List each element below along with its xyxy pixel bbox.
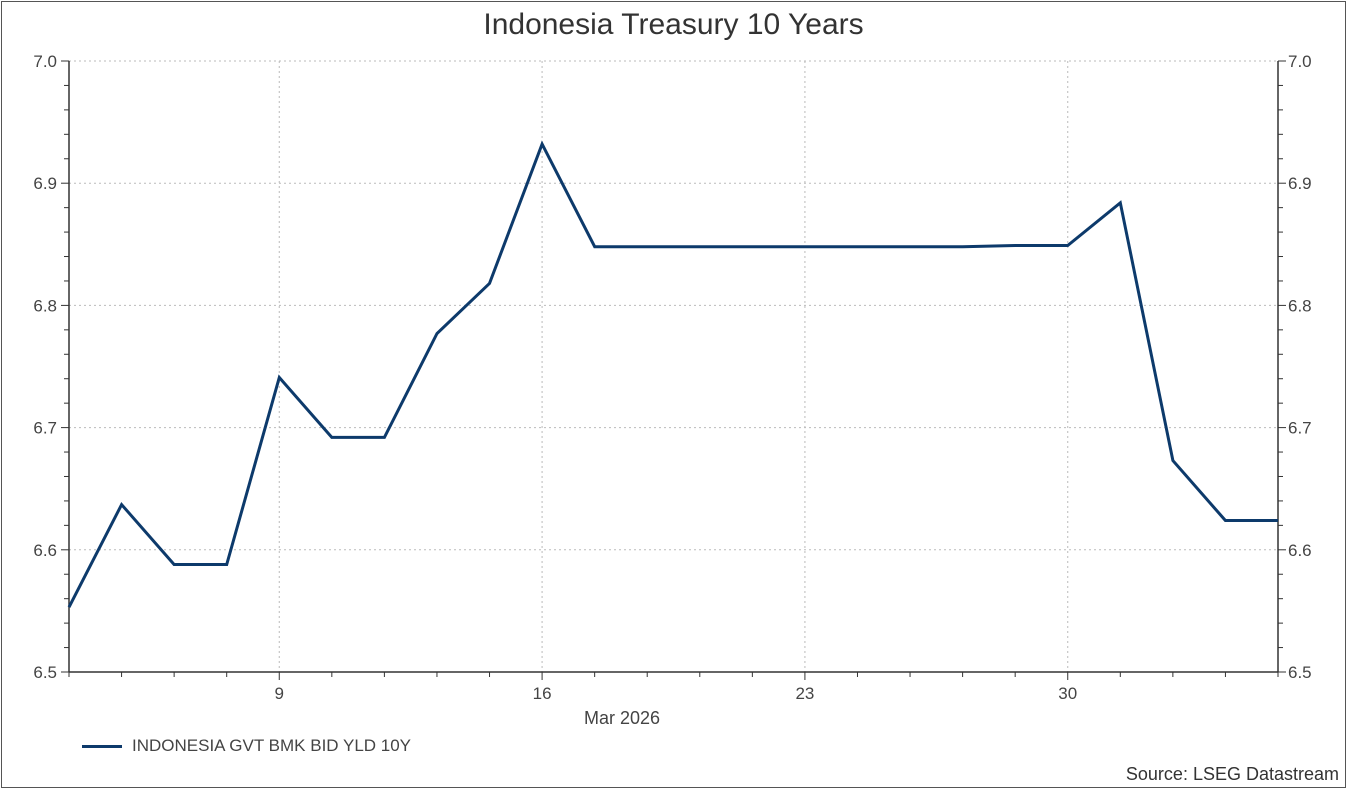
y-tick-label-right: 6.5 (1288, 663, 1312, 682)
x-tick-label: 9 (275, 684, 284, 703)
y-tick-label-left: 6.7 (33, 419, 57, 438)
x-tick-label: 30 (1058, 684, 1077, 703)
x-tick-label: 16 (533, 684, 552, 703)
y-tick-label-left: 6.5 (33, 663, 57, 682)
y-tick-label-right: 7.0 (1288, 52, 1312, 71)
series-line (67, 140, 1278, 608)
legend: INDONESIA GVT BMK BID YLD 10Y (82, 736, 411, 756)
y-tick-label-right: 6.9 (1288, 174, 1312, 193)
source-note: Source: LSEG Datastream (1125, 764, 1339, 784)
legend-swatch (82, 744, 122, 748)
x-tick-label: 23 (795, 684, 814, 703)
chart-title: Indonesia Treasury 10 Years (483, 8, 864, 41)
y-tick-label-right: 6.8 (1288, 296, 1312, 315)
y-tick-label-left: 6.6 (33, 541, 57, 560)
x-axis-label: Mar 2026 (583, 708, 661, 728)
legend-label: INDONESIA GVT BMK BID YLD 10Y (132, 736, 412, 755)
y-tick-label-right: 6.6 (1288, 541, 1312, 560)
y-tick-label-right: 6.7 (1288, 419, 1312, 438)
y-tick-label-left: 7.0 (33, 52, 57, 71)
y-tick-label-left: 6.9 (33, 174, 57, 193)
y-tick-label-left: 6.8 (33, 296, 57, 315)
